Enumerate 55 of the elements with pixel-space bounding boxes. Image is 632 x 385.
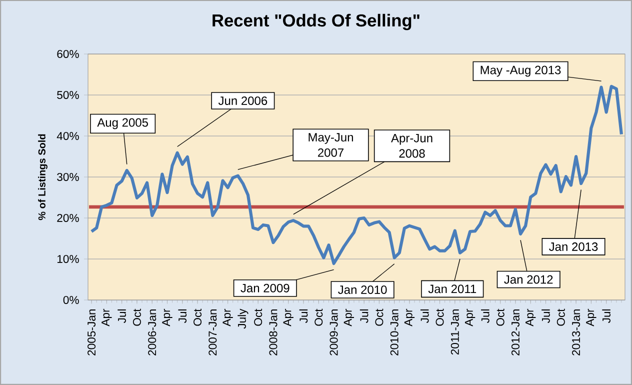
x-tick-label: Oct — [496, 308, 504, 326]
x-tick-label: Apr — [283, 308, 294, 326]
y-tick-label: 50% — [57, 90, 79, 99]
y-axis-title: % of Listings Sold — [38, 134, 48, 220]
x-tick-label: 2006-Jan — [148, 309, 156, 356]
x-tick-label: Oct — [556, 308, 565, 326]
annotation: Jan 2013 — [549, 242, 598, 251]
y-tick-label: 30% — [57, 172, 79, 181]
x-tick-label: 2009-Jan — [330, 309, 338, 356]
x-tick-label: Apr — [102, 308, 112, 326]
x-tick-label: Jul — [602, 309, 610, 324]
x-tick-label: 2012-Jan — [511, 309, 520, 356]
x-tick-label: Oct — [314, 308, 323, 326]
x-tick-label: Jul — [178, 309, 187, 324]
annotation: Jun 2006 — [218, 96, 268, 105]
x-tick-label: 2005-Jan — [88, 309, 96, 356]
x-tick-label: Jul — [481, 309, 490, 324]
y-tick-label: 10% — [57, 254, 79, 263]
annotation: Aug 2005 — [97, 118, 148, 130]
x-tick-label: Apr — [586, 308, 596, 326]
x-tick-label: Oct — [254, 308, 262, 326]
x-tick-label: Apr — [464, 308, 476, 326]
x-tick-label: Jul — [542, 309, 550, 324]
annotation: May -Aug 2013 — [480, 66, 561, 77]
x-tick-label: 2008-Jan — [269, 309, 278, 356]
y-tick-label: 60% — [57, 50, 79, 58]
annotation: Jan 2012 — [504, 275, 553, 284]
chart-title: Recent "Odds Of Selling" — [212, 14, 420, 30]
annotation: Jan 2009 — [240, 284, 290, 292]
x-tick-label: Oct — [436, 308, 444, 326]
x-tick-label: 2013-Jan — [572, 309, 580, 356]
x-tick-label: Oct — [132, 308, 141, 326]
x-tick-label: Apr — [162, 308, 172, 326]
x-tick-label: Oct — [194, 308, 202, 326]
x-tick-label: 2011-Jan — [450, 309, 459, 355]
x-tick-label: Jul — [118, 309, 126, 324]
x-tick-label: Jul — [299, 309, 308, 324]
y-tick-label: 0% — [63, 296, 79, 304]
annotation: Jan 2011 — [428, 284, 476, 294]
annotation: Jan 2010 — [338, 285, 387, 294]
annotation: Apr-Jun 2008 — [391, 134, 432, 158]
x-tick-label: Jul — [420, 309, 429, 324]
x-tick-label: Jul — [360, 309, 368, 324]
x-tick-label: Apr — [344, 308, 354, 326]
x-tick-label: July — [238, 308, 248, 329]
line-series — [90, 84, 623, 266]
x-tick-label: Apr — [404, 308, 415, 326]
x-tick-label: Apr — [526, 308, 536, 326]
x-tick-label: Oct — [375, 308, 384, 326]
x-tick-label: Apr — [222, 308, 233, 326]
y-tick-label: 20% — [57, 214, 79, 222]
y-tick-label: 40% — [56, 132, 79, 140]
x-tick-label: 2010-Jan — [390, 309, 398, 356]
annotation: May-Jun 2007 — [308, 133, 353, 157]
x-tick-label: 2007-Jan — [208, 309, 217, 356]
